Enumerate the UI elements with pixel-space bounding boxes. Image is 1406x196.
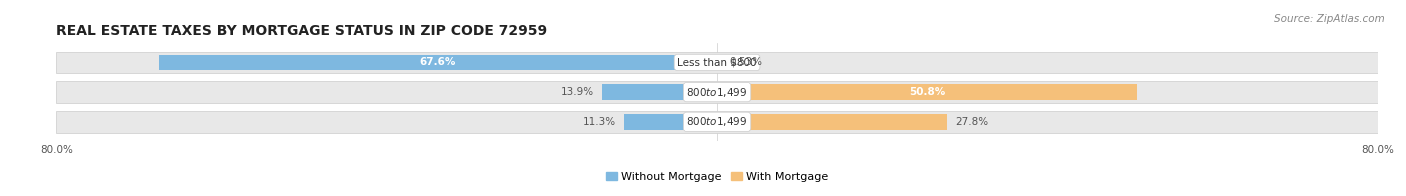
Bar [56, 111, 1378, 132]
Text: 13.9%: 13.9% [561, 87, 593, 97]
Text: 50.8%: 50.8% [908, 87, 945, 97]
Text: REAL ESTATE TAXES BY MORTGAGE STATUS IN ZIP CODE 72959: REAL ESTATE TAXES BY MORTGAGE STATUS IN … [56, 24, 547, 38]
Bar [602, 84, 717, 100]
Text: $800 to $1,499: $800 to $1,499 [686, 86, 748, 99]
Text: $800 to $1,499: $800 to $1,499 [686, 115, 748, 128]
Bar [56, 81, 1378, 103]
Text: 0.53%: 0.53% [730, 57, 762, 67]
Bar [717, 55, 721, 70]
Bar [624, 114, 717, 130]
Bar [56, 52, 1378, 73]
Bar [717, 114, 946, 130]
Text: Source: ZipAtlas.com: Source: ZipAtlas.com [1274, 14, 1385, 24]
Text: 67.6%: 67.6% [419, 57, 456, 67]
Bar [717, 84, 1136, 100]
Bar [159, 55, 717, 70]
Text: Less than $800: Less than $800 [678, 57, 756, 67]
Text: 11.3%: 11.3% [582, 117, 616, 127]
Text: 27.8%: 27.8% [955, 117, 988, 127]
Legend: Without Mortgage, With Mortgage: Without Mortgage, With Mortgage [602, 168, 832, 187]
